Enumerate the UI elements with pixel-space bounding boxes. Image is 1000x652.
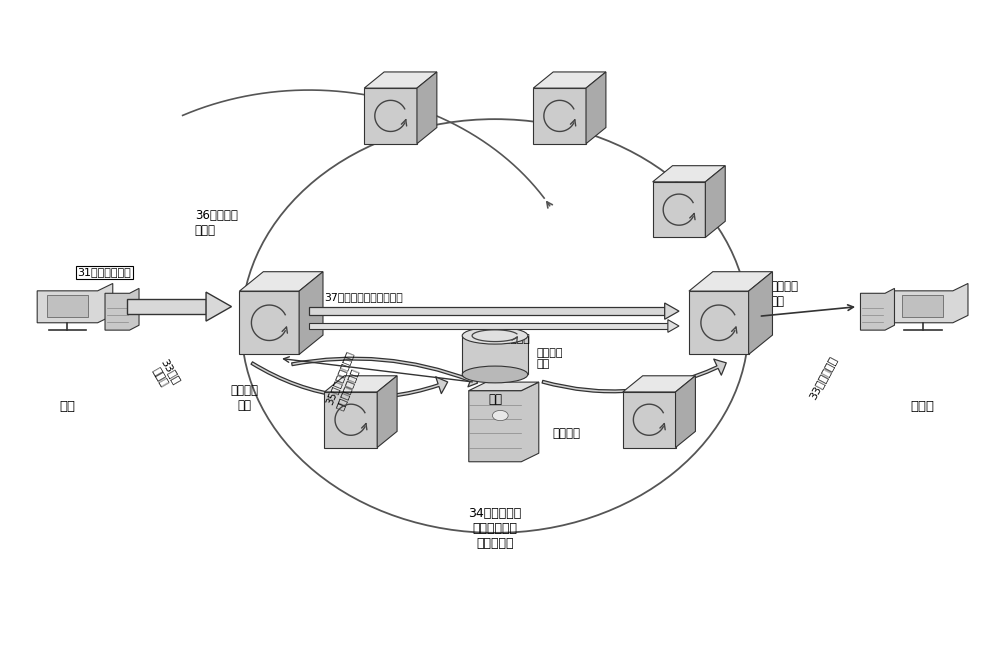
Polygon shape: [299, 272, 323, 355]
Text: 34、计算拥塞
判断参数和输
入参考速率: 34、计算拥塞 判断参数和输 入参考速率: [468, 507, 522, 550]
Polygon shape: [309, 307, 665, 315]
Polygon shape: [623, 376, 695, 392]
Text: 37、动态接纳后的数据流: 37、动态接纳后的数据流: [324, 292, 403, 302]
Polygon shape: [469, 382, 539, 462]
Polygon shape: [324, 392, 377, 447]
Polygon shape: [37, 284, 113, 323]
Text: 网络代理: 网络代理: [553, 428, 581, 441]
Text: 网络: 网络: [488, 393, 502, 406]
Polygon shape: [689, 272, 772, 291]
Polygon shape: [860, 288, 894, 330]
Text: 33、输出速率: 33、输出速率: [808, 355, 839, 401]
Polygon shape: [533, 72, 606, 88]
Polygon shape: [105, 288, 139, 330]
Polygon shape: [653, 182, 705, 237]
Polygon shape: [206, 292, 232, 321]
Polygon shape: [309, 323, 668, 329]
Polygon shape: [892, 284, 968, 323]
Polygon shape: [239, 291, 299, 355]
Polygon shape: [239, 272, 323, 291]
Polygon shape: [47, 295, 88, 317]
Text: 32、数据流: 32、数据流: [490, 333, 530, 344]
Text: 目的端: 目的端: [911, 400, 935, 413]
Circle shape: [492, 410, 508, 421]
Polygon shape: [623, 392, 676, 447]
Text: 33、输
入速率: 33、输 入速率: [149, 357, 181, 392]
Text: 入口网络
节点: 入口网络 节点: [230, 384, 258, 412]
Ellipse shape: [462, 327, 528, 344]
Polygon shape: [689, 291, 749, 355]
Polygon shape: [469, 382, 539, 391]
Polygon shape: [533, 88, 586, 143]
Text: 36、动态接
纳控制: 36、动态接 纳控制: [195, 209, 238, 237]
Polygon shape: [377, 376, 397, 447]
Text: 出口网络
节点: 出口网络 节点: [770, 280, 798, 308]
Polygon shape: [364, 88, 417, 143]
Polygon shape: [665, 303, 679, 319]
Polygon shape: [705, 166, 725, 237]
Polygon shape: [902, 295, 943, 317]
Polygon shape: [324, 376, 397, 392]
Polygon shape: [668, 319, 679, 333]
Text: 31、发送数据流: 31、发送数据流: [77, 267, 131, 277]
Polygon shape: [586, 72, 606, 143]
Ellipse shape: [462, 366, 528, 383]
Text: 网络中间
设备: 网络中间 设备: [537, 348, 563, 369]
Text: 源端: 源端: [59, 400, 75, 413]
Polygon shape: [749, 272, 772, 355]
Text: 35、拥塞判断参数
和输入参考速率: 35、拥塞判断参数 和输入参考速率: [324, 350, 365, 411]
Polygon shape: [462, 336, 528, 374]
Polygon shape: [653, 166, 725, 182]
Polygon shape: [127, 299, 206, 314]
Polygon shape: [676, 376, 695, 447]
Polygon shape: [364, 72, 437, 88]
Polygon shape: [417, 72, 437, 143]
